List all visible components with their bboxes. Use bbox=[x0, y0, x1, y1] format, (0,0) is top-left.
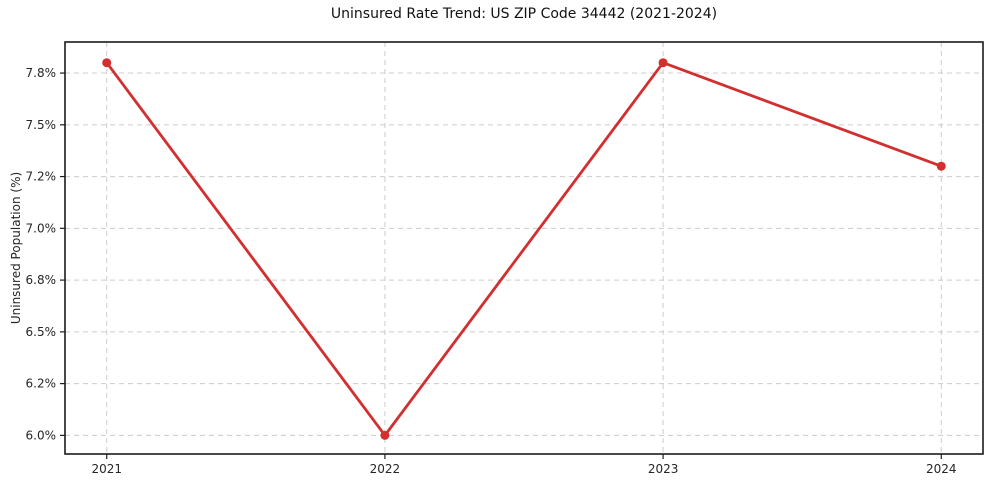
plot-border bbox=[64, 41, 984, 455]
y-tick-label: 6.8% bbox=[26, 273, 57, 287]
x-tick-label: 2022 bbox=[370, 462, 401, 476]
data-point-marker bbox=[102, 58, 112, 68]
chart-title: Uninsured Rate Trend: US ZIP Code 34442 … bbox=[330, 6, 718, 22]
y-tick-label: 7.5% bbox=[26, 118, 57, 132]
data-point-marker bbox=[380, 430, 390, 440]
y-tick-label: 7.0% bbox=[26, 221, 57, 235]
x-tick-label: 2021 bbox=[91, 462, 122, 476]
data-point-marker bbox=[936, 161, 946, 171]
y-tick-label: 7.8% bbox=[26, 66, 57, 80]
x-tick-label: 2023 bbox=[648, 462, 679, 476]
x-tick-label: 2024 bbox=[926, 462, 957, 476]
y-tick-label: 6.5% bbox=[26, 325, 57, 339]
y-tick-label: 6.2% bbox=[26, 377, 57, 391]
data-line bbox=[105, 61, 943, 437]
data-point-marker bbox=[658, 58, 668, 68]
y-tick-label: 7.2% bbox=[26, 170, 57, 184]
y-tick-label: 6.0% bbox=[26, 428, 57, 442]
